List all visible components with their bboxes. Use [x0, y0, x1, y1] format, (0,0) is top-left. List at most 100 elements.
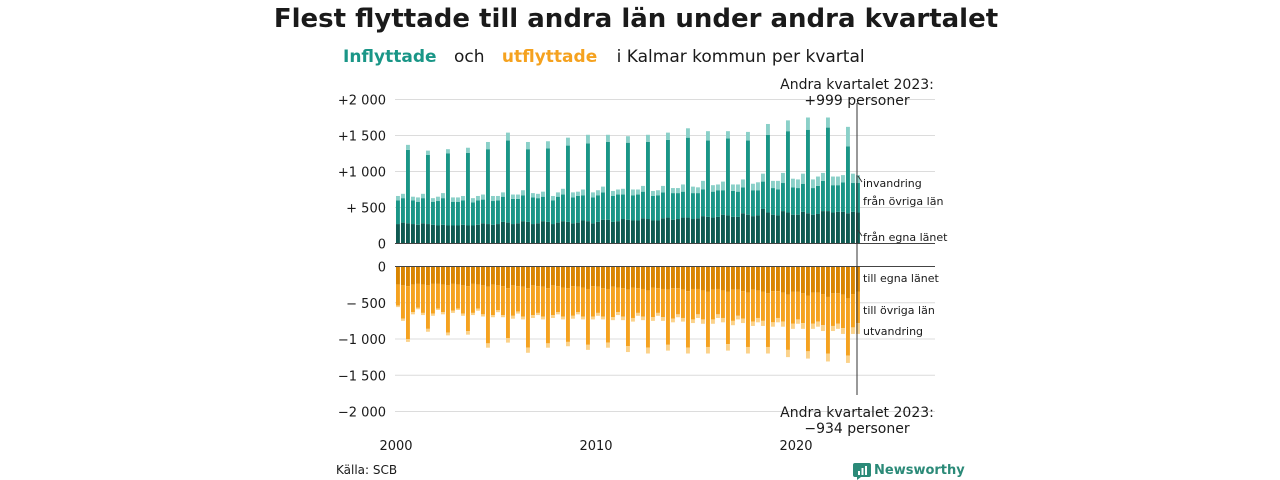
bar-in-own-county: [571, 223, 575, 244]
subtitle-och: och: [454, 47, 485, 67]
bar-in-immigration: [501, 192, 505, 197]
bar-in-other-counties: [741, 187, 745, 214]
subtitle-utflyttade: utflyttade: [502, 47, 597, 67]
bar-in-own-county: [556, 222, 560, 244]
bar-in-own-county: [616, 221, 620, 244]
bar-in-own-county: [446, 225, 450, 244]
bar-in-immigration: [751, 183, 755, 191]
bar-out-emigration: [771, 322, 775, 327]
bar-out-emigration: [636, 312, 640, 316]
bar-out-emigration: [666, 344, 670, 351]
bar-in-own-county: [476, 224, 480, 244]
bar-in-other-counties: [496, 200, 500, 225]
bar-in-other-counties: [621, 194, 625, 220]
bar-out-emigration: [831, 325, 835, 332]
bar-out-emigration: [591, 316, 595, 320]
bar-out-own-county: [401, 266, 405, 286]
bar-in-own-county: [486, 224, 490, 244]
bar-in-immigration: [836, 176, 840, 186]
bar-in-other-counties: [551, 200, 555, 225]
bar-out-other-counties: [561, 287, 565, 317]
bar-in-own-county: [546, 221, 550, 244]
bar-out-own-county: [781, 266, 785, 293]
bar-out-other-counties: [621, 288, 625, 317]
bar-out-own-county: [671, 266, 675, 289]
label-leaders: [857, 175, 863, 237]
bar-out-emigration: [696, 314, 700, 318]
bar-out-own-county: [526, 266, 530, 289]
bar-in-immigration: [816, 176, 820, 186]
bar-in-immigration: [416, 197, 420, 202]
bar-in-other-counties: [851, 183, 855, 212]
bar-in-immigration: [411, 196, 415, 201]
bar-out-own-county: [661, 266, 665, 289]
bar-out-own-county: [591, 266, 595, 287]
bar-in-immigration: [621, 188, 625, 195]
bar-out-emigration: [751, 321, 755, 326]
y-tick-label-out: −1 500: [338, 369, 386, 384]
bar-in-own-county: [776, 215, 780, 244]
bar-in-immigration: [406, 144, 410, 150]
bar-out-other-counties: [741, 291, 745, 319]
bar-out-other-counties: [651, 287, 655, 318]
bar-out-emigration: [721, 317, 725, 323]
bar-out-own-county: [496, 266, 500, 286]
bar-out-own-county: [501, 266, 505, 287]
bar-in-other-counties: [711, 191, 715, 218]
bar-in-other-counties: [431, 201, 435, 225]
bar-out-other-counties: [616, 287, 620, 313]
bar-in-immigration: [466, 147, 470, 153]
bar-in-immigration: [451, 197, 455, 202]
bottom-annotation-line1: Andra kvartalet 2023:: [780, 405, 934, 421]
bar-in-own-county: [646, 219, 650, 244]
bar-out-emigration: [691, 319, 695, 324]
bar-in-immigration: [731, 184, 735, 191]
bar-out-own-county: [486, 266, 490, 287]
bar-in-own-county: [596, 221, 600, 244]
bar-in-other-counties: [571, 197, 575, 224]
bar-out-emigration: [706, 346, 710, 354]
bar-out-other-counties: [686, 291, 690, 348]
bar-out-emigration: [756, 317, 760, 323]
bar-out-own-county: [716, 266, 720, 289]
bar-in-own-county: [561, 221, 565, 244]
bar-out-emigration: [461, 313, 465, 316]
label-utvandring: utvandring: [863, 325, 923, 338]
label-fran-egna-lanet: från egna länet: [863, 231, 948, 244]
bar-out-other-counties: [611, 286, 615, 318]
bar-in-other-counties: [521, 195, 525, 222]
bar-out-own-county: [456, 266, 460, 285]
bar-in-immigration: [656, 190, 660, 196]
bar-in-other-counties: [761, 181, 765, 209]
bar-out-emigration: [566, 341, 570, 347]
bar-in-other-counties: [436, 201, 440, 226]
bar-in-immigration: [476, 195, 480, 201]
bar-in-immigration: [806, 117, 810, 130]
bar-out-emigration: [841, 328, 845, 334]
bar-out-other-counties: [696, 288, 700, 315]
bar-in-immigration: [441, 193, 445, 199]
bar-in-own-county: [711, 217, 715, 244]
bar-out-other-counties: [636, 288, 640, 313]
bar-out-own-county: [761, 266, 765, 292]
bar-in-other-counties: [811, 188, 815, 215]
bar-in-own-county: [856, 212, 860, 244]
bar-out-emigration: [426, 328, 430, 332]
bar-out-other-counties: [831, 293, 835, 326]
bar-out-other-counties: [411, 284, 415, 313]
bar-in-own-county: [416, 224, 420, 244]
bar-out-other-counties: [456, 284, 460, 309]
bar-in-immigration: [856, 175, 860, 184]
bar-in-immigration: [821, 172, 825, 181]
bar-out-own-county: [546, 266, 550, 289]
bar-in-immigration: [586, 134, 590, 144]
bar-in-immigration: [851, 173, 855, 184]
bar-out-other-counties: [761, 291, 765, 321]
bar-out-other-counties: [731, 289, 735, 321]
bar-in-own-county: [676, 219, 680, 244]
bar-in-other-counties: [466, 152, 470, 226]
bar-in-other-counties: [836, 185, 840, 212]
bar-out-own-county: [731, 266, 735, 290]
bar-out-other-counties: [491, 284, 495, 316]
bar-out-other-counties: [406, 286, 410, 339]
